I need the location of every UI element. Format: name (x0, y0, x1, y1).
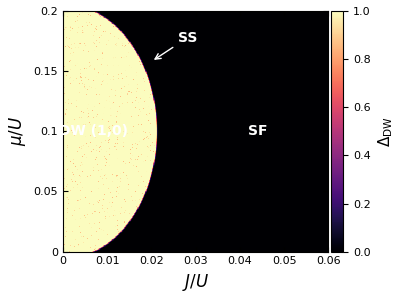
Text: SS: SS (155, 31, 197, 59)
X-axis label: $J/U$: $J/U$ (182, 272, 209, 293)
Text: DW (1,0): DW (1,0) (60, 124, 128, 138)
Y-axis label: $\mu/U$: $\mu/U$ (7, 116, 28, 146)
Text: SF: SF (248, 124, 267, 138)
Y-axis label: $\Delta_{\mathrm{DW}}$: $\Delta_{\mathrm{DW}}$ (376, 116, 395, 147)
